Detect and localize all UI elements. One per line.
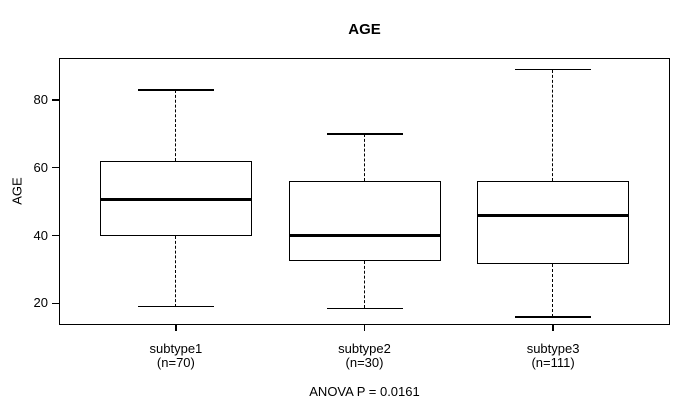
- y-axis-tick: [52, 99, 59, 101]
- y-axis-tick-label: 60: [33, 159, 48, 175]
- iqr-box: [477, 181, 630, 265]
- upper-whisker-line: [552, 69, 554, 182]
- x-axis-group-label: subtype3 (n=111): [483, 342, 623, 370]
- anova-annotation: ANOVA P = 0.0161: [309, 384, 420, 399]
- iqr-box: [288, 181, 441, 261]
- y-axis-tick: [52, 167, 59, 169]
- x-axis-tick: [552, 325, 554, 331]
- iqr-box: [99, 161, 252, 236]
- upper-whisker-cap: [326, 133, 403, 135]
- lower-whisker-cap: [137, 306, 214, 308]
- lower-whisker-line: [552, 264, 554, 317]
- median-line: [477, 213, 630, 217]
- y-axis-tick-label: 40: [33, 227, 48, 243]
- x-axis-group-sublabel: (n=111): [531, 355, 575, 370]
- lower-whisker-cap: [326, 307, 403, 310]
- lower-whisker-cap: [515, 316, 592, 318]
- y-axis-tick: [52, 302, 59, 304]
- x-axis-group-label: subtype2 (n=30): [295, 342, 435, 370]
- lower-whisker-line: [363, 260, 365, 309]
- x-axis-group-sublabel: (n=70): [156, 355, 195, 370]
- upper-whisker-cap: [515, 68, 592, 71]
- x-axis-group-sublabel: (n=30): [345, 355, 384, 370]
- median-line: [288, 234, 441, 238]
- chart-title: AGE: [348, 21, 381, 38]
- y-axis-tick: [52, 234, 59, 237]
- x-axis-tick: [363, 325, 366, 331]
- y-axis-tick-label: 80: [33, 92, 48, 107]
- upper-whisker-line: [175, 89, 177, 161]
- lower-whisker-line: [175, 235, 177, 307]
- median-line: [99, 198, 252, 202]
- y-axis-label: AGE: [9, 177, 25, 205]
- y-axis-tick-label: 20: [33, 295, 48, 311]
- x-axis-group-label: subtype1 (n=70): [106, 342, 246, 370]
- upper-whisker-line: [363, 133, 365, 182]
- upper-whisker-cap: [137, 89, 214, 91]
- x-axis-tick: [175, 325, 177, 331]
